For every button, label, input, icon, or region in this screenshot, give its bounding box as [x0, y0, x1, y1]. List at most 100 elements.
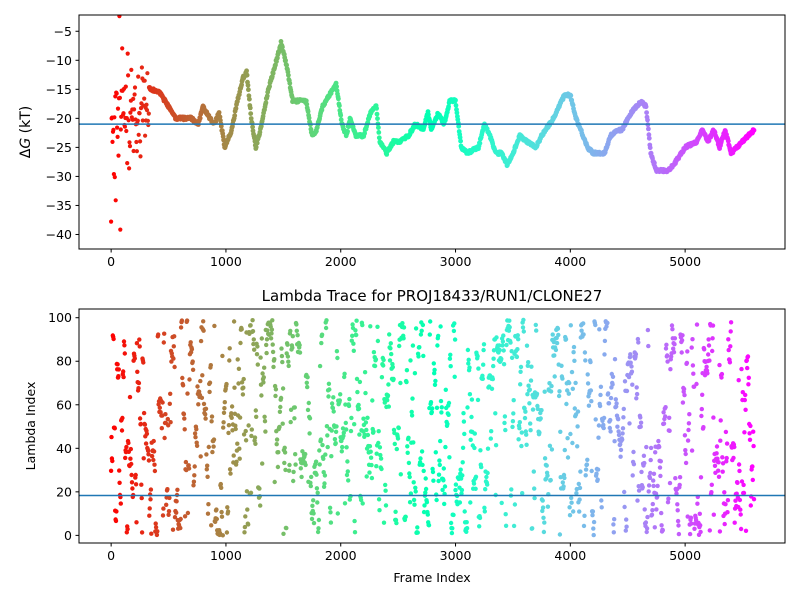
lambda-point — [349, 415, 354, 421]
lambda-point — [717, 362, 722, 368]
lambda-point — [638, 415, 643, 420]
lambda-point — [622, 504, 627, 510]
lambda-point — [671, 346, 676, 351]
lambda-point — [575, 444, 580, 449]
lambda-point — [464, 529, 469, 534]
lambda-point — [116, 367, 122, 372]
lambda-point — [306, 400, 311, 406]
lambda-point — [419, 449, 425, 454]
lambda-y-ticks: 0 20 40 60 80 100 — [48, 310, 79, 543]
lambda-point — [308, 483, 313, 489]
lambda-point — [243, 438, 249, 443]
lambda-point — [137, 337, 142, 342]
delta-g-point — [146, 111, 151, 116]
lambda-point — [206, 444, 211, 450]
lambda-point — [314, 472, 319, 477]
lambda-point — [395, 436, 401, 441]
delta-g-point — [338, 117, 344, 123]
delta-g-point — [303, 98, 309, 104]
lambda-point — [744, 358, 749, 363]
lambda-point — [538, 416, 543, 421]
lambda-point — [589, 468, 594, 474]
lambda-point — [747, 431, 752, 436]
lambda-point — [205, 511, 211, 516]
lambda-point — [682, 392, 687, 398]
lambda-point — [575, 409, 581, 414]
lambda-point — [615, 424, 620, 429]
lambda-point — [378, 452, 383, 458]
lambda-point — [412, 502, 417, 507]
lambda-point — [153, 525, 159, 530]
delta-g-point — [456, 123, 462, 129]
lambda-point — [311, 498, 316, 503]
lambda-point — [339, 449, 344, 454]
lambda-point — [683, 460, 689, 466]
delta-g-point — [458, 138, 463, 144]
lambda-point — [482, 505, 487, 510]
lambda-point — [401, 336, 406, 341]
lambda-point — [722, 521, 727, 527]
lambda-point — [146, 452, 151, 457]
delta-g-point — [131, 148, 136, 154]
lambda-point — [668, 367, 673, 372]
lambda-point — [524, 432, 529, 437]
lambda-point — [552, 374, 557, 379]
lambda-point — [410, 343, 416, 348]
lambda-point — [646, 489, 651, 494]
lambda-point — [714, 451, 719, 456]
lambda-point — [566, 391, 571, 396]
lambda-point — [424, 500, 430, 505]
lambda-point — [503, 512, 508, 517]
lambda-point — [644, 444, 649, 450]
lambda-point — [295, 333, 300, 338]
lambda-point — [348, 428, 354, 434]
lambda-point — [568, 431, 573, 437]
lambda-point — [299, 474, 304, 480]
delta-g-point — [248, 116, 254, 121]
lambda-point — [484, 474, 489, 480]
lambda-point — [219, 514, 225, 519]
lambda-point — [475, 397, 481, 403]
lambda-point — [413, 485, 418, 490]
lambda-point — [398, 472, 403, 477]
lambda-point — [274, 437, 280, 442]
lambda-point — [511, 398, 516, 403]
delta-g-point — [117, 95, 122, 100]
lambda-point — [282, 450, 288, 455]
lambda-point — [388, 341, 393, 346]
lambda-point — [624, 524, 629, 529]
lambda-point — [629, 364, 634, 369]
lambda-point — [636, 340, 641, 345]
lambda-point — [362, 370, 368, 375]
lambda-point — [304, 380, 309, 385]
lambda-point — [121, 374, 126, 380]
delta-g-point — [132, 85, 138, 90]
lambda-point — [462, 509, 467, 514]
lambda-point — [565, 436, 570, 441]
lambda-point — [203, 406, 209, 411]
lambda-point — [241, 376, 246, 382]
lambda-point — [453, 482, 459, 487]
delta-g-y-ticks: −5 −10 −15 −20 −25 −30 −35 −40 — [46, 24, 79, 242]
lambda-point — [401, 325, 407, 330]
lambda-point — [270, 349, 276, 355]
delta-g-point — [145, 71, 150, 76]
lambda-point — [136, 386, 141, 391]
lambda-point — [190, 359, 195, 364]
lambda-point — [158, 410, 163, 415]
lambda-point — [254, 352, 260, 357]
delta-g-point — [124, 128, 129, 134]
lambda-point — [190, 367, 196, 372]
lambda-point — [412, 371, 418, 376]
delta-g-point — [375, 116, 380, 121]
lambda-point — [501, 348, 506, 353]
lambda-point — [441, 478, 446, 483]
lambda-point — [157, 405, 162, 410]
lambda-point — [573, 380, 578, 386]
lambda-point — [171, 356, 176, 361]
lambda-point — [659, 523, 664, 528]
lambda-point — [748, 503, 753, 508]
lambda-point — [413, 489, 418, 494]
lambda-point — [327, 387, 332, 392]
lambda-point — [423, 486, 429, 492]
